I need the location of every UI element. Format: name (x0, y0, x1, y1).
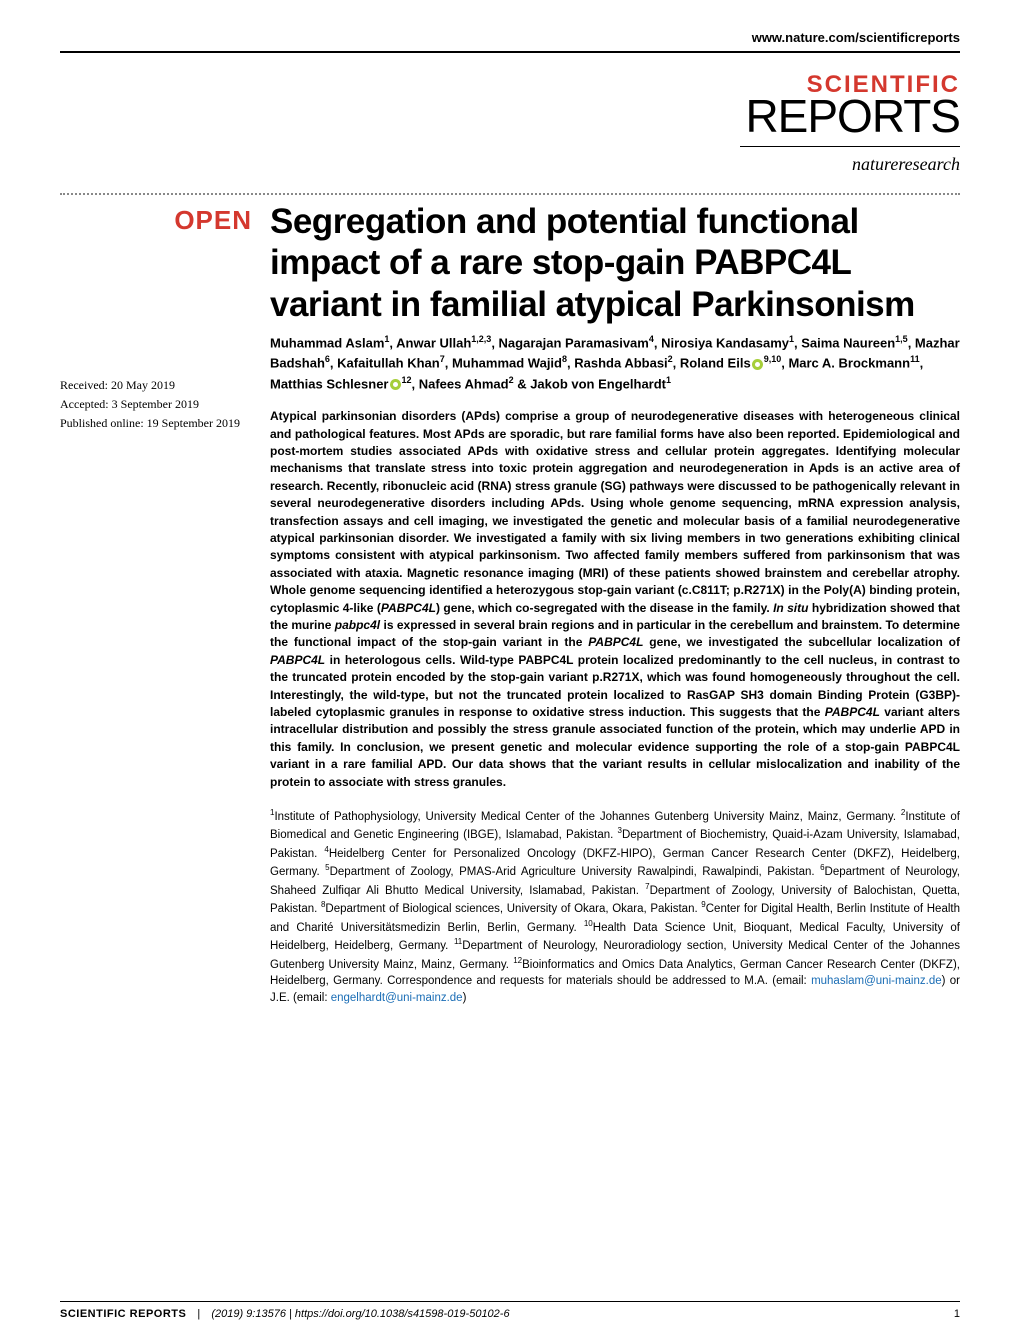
footer-cite-text: (2019) 9:13576 | https://doi.org/10.1038… (211, 1308, 509, 1320)
right-column: Segregation and potential functional imp… (270, 201, 960, 1007)
orcid-icon (752, 359, 763, 370)
journal-logo: SCIENTIFIC REPORTS natureresearch (60, 73, 960, 173)
correspondence-email-link[interactable]: muhaslam@uni-mainz.de (811, 975, 942, 987)
article-dates: Received: 20 May 2019 Accepted: 3 Septem… (60, 376, 252, 434)
content-row: OPEN Received: 20 May 2019 Accepted: 3 S… (60, 201, 960, 1007)
article-title: Segregation and potential functional imp… (270, 201, 960, 325)
footer-separator: | (197, 1308, 200, 1320)
footer-rule (60, 1301, 960, 1302)
date-received: Received: 20 May 2019 (60, 376, 252, 395)
abstract: Atypical parkinsonian disorders (APds) c… (270, 408, 960, 791)
date-accepted: Accepted: 3 September 2019 (60, 395, 252, 414)
left-column: OPEN Received: 20 May 2019 Accepted: 3 S… (60, 201, 270, 434)
logo-subbrand: natureresearch (60, 155, 960, 173)
footer-page-number: 1 (954, 1308, 960, 1320)
open-access-badge: OPEN (60, 205, 252, 236)
date-published: Published online: 19 September 2019 (60, 414, 252, 433)
orcid-icon (390, 379, 401, 390)
logo-word-reports: REPORTS (60, 93, 960, 139)
page: www.nature.com/scientificreports SCIENTI… (0, 0, 1020, 1340)
footer-row: SCIENTIFIC REPORTS | (2019) 9:13576 | ht… (60, 1308, 960, 1320)
page-footer: SCIENTIFIC REPORTS | (2019) 9:13576 | ht… (60, 1301, 960, 1320)
header-rule (60, 51, 960, 53)
affiliations: 1Institute of Pathophysiology, Universit… (270, 807, 960, 1007)
footer-journal: SCIENTIFIC REPORTS (60, 1308, 186, 1320)
footer-citation: SCIENTIFIC REPORTS | (2019) 9:13576 | ht… (60, 1308, 510, 1320)
logo-divider (740, 146, 960, 147)
correspondence-email-link[interactable]: engelhardt@uni-mainz.de (331, 992, 463, 1004)
header-url: www.nature.com/scientificreports (60, 30, 960, 45)
author-list: Muhammad Aslam1, Anwar Ullah1,2,3, Nagar… (270, 333, 960, 394)
dotted-rule (60, 193, 960, 195)
